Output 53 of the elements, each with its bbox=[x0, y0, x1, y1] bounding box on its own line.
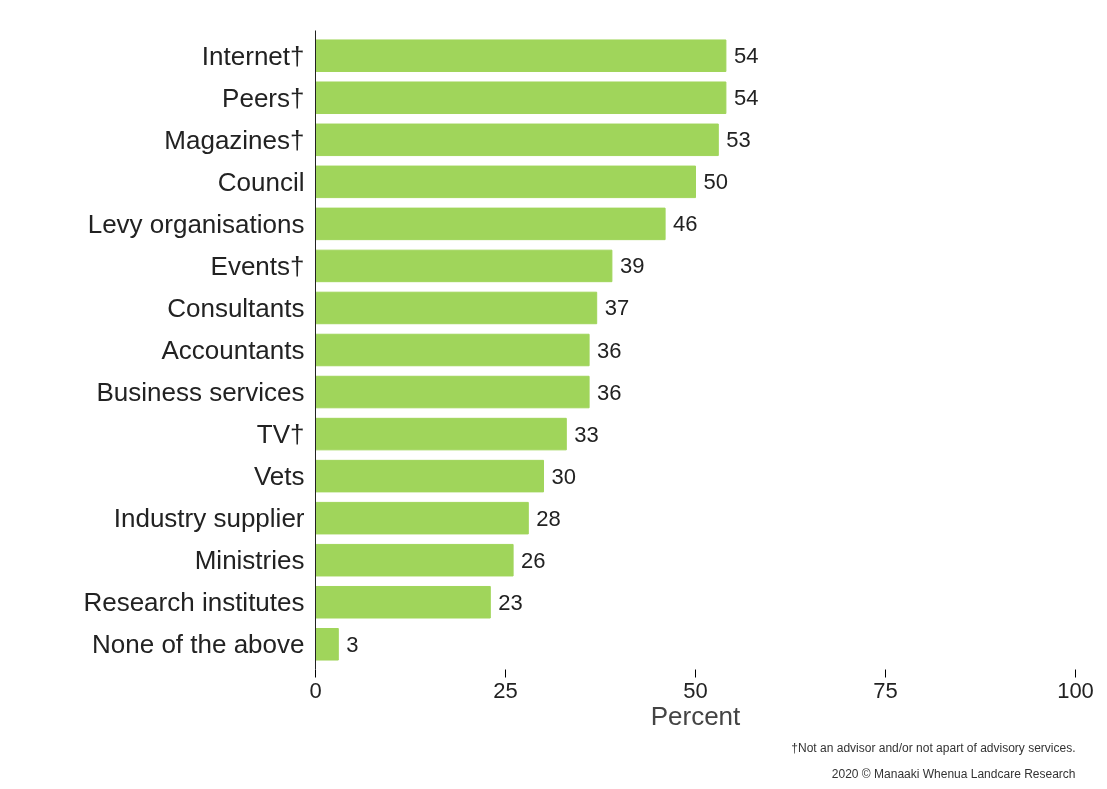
data-label: 39 bbox=[619, 253, 645, 279]
bar bbox=[315, 291, 598, 325]
data-label: 26 bbox=[521, 547, 546, 573]
bar bbox=[315, 375, 590, 409]
bar bbox=[315, 333, 590, 367]
y-tick-label: Industry supplier bbox=[113, 503, 305, 534]
x-tick-label: 50 bbox=[683, 677, 708, 703]
data-label: 50 bbox=[703, 169, 728, 195]
data-label: 33 bbox=[574, 421, 599, 447]
data-label: 23 bbox=[498, 589, 523, 615]
bar bbox=[315, 628, 339, 661]
x-tick-label: 75 bbox=[873, 677, 898, 703]
bar bbox=[315, 123, 719, 157]
y-tick-label: Vets bbox=[253, 461, 305, 492]
data-label: 46 bbox=[673, 211, 698, 237]
y-tick-label: Ministries bbox=[194, 545, 305, 576]
y-tick-label: TV† bbox=[256, 419, 305, 450]
y-tick-label: Consultants bbox=[167, 292, 305, 323]
data-label: 36 bbox=[597, 337, 622, 363]
bar bbox=[315, 501, 529, 535]
y-tick-label: Research institutes bbox=[83, 587, 305, 618]
data-label: 53 bbox=[726, 127, 751, 153]
x-tick-label: 100 bbox=[1057, 677, 1094, 703]
y-tick-label: Internet† bbox=[201, 40, 305, 71]
y-tick-label: Events† bbox=[210, 250, 305, 281]
y-tick-label: Peers† bbox=[222, 82, 305, 113]
y-tick-label: Levy organisations bbox=[87, 208, 305, 239]
bar bbox=[315, 207, 666, 241]
bar bbox=[315, 81, 727, 115]
bar bbox=[315, 39, 727, 72]
data-label: 37 bbox=[604, 295, 630, 321]
bar bbox=[315, 165, 696, 199]
bar bbox=[315, 417, 567, 451]
data-label: 36 bbox=[597, 379, 622, 405]
x-tick-label: 0 bbox=[309, 677, 322, 703]
x-axis-title: Percent bbox=[650, 700, 742, 731]
data-label: 28 bbox=[536, 505, 561, 531]
y-tick-label: Business services bbox=[96, 377, 305, 408]
text: 2020 © Manaaki Whenua Landcare Research bbox=[831, 766, 1076, 781]
y-tick-label: None of the above bbox=[92, 629, 305, 660]
y-tick-label: Council bbox=[217, 166, 305, 197]
x-tick-label: 25 bbox=[493, 677, 518, 703]
data-label: 30 bbox=[551, 463, 576, 489]
y-tick-label: Accountants bbox=[161, 335, 305, 365]
text: †Not an advisor and/or not apart of advisory services. bbox=[791, 740, 1076, 755]
data-label: 54 bbox=[733, 43, 759, 69]
bar bbox=[315, 459, 544, 493]
bar bbox=[315, 249, 613, 283]
data-label: 3 bbox=[346, 631, 359, 657]
y-tick-label: Magazines† bbox=[164, 124, 305, 155]
bar bbox=[315, 543, 514, 577]
bar bbox=[315, 585, 491, 619]
data-label: 54 bbox=[733, 85, 759, 111]
